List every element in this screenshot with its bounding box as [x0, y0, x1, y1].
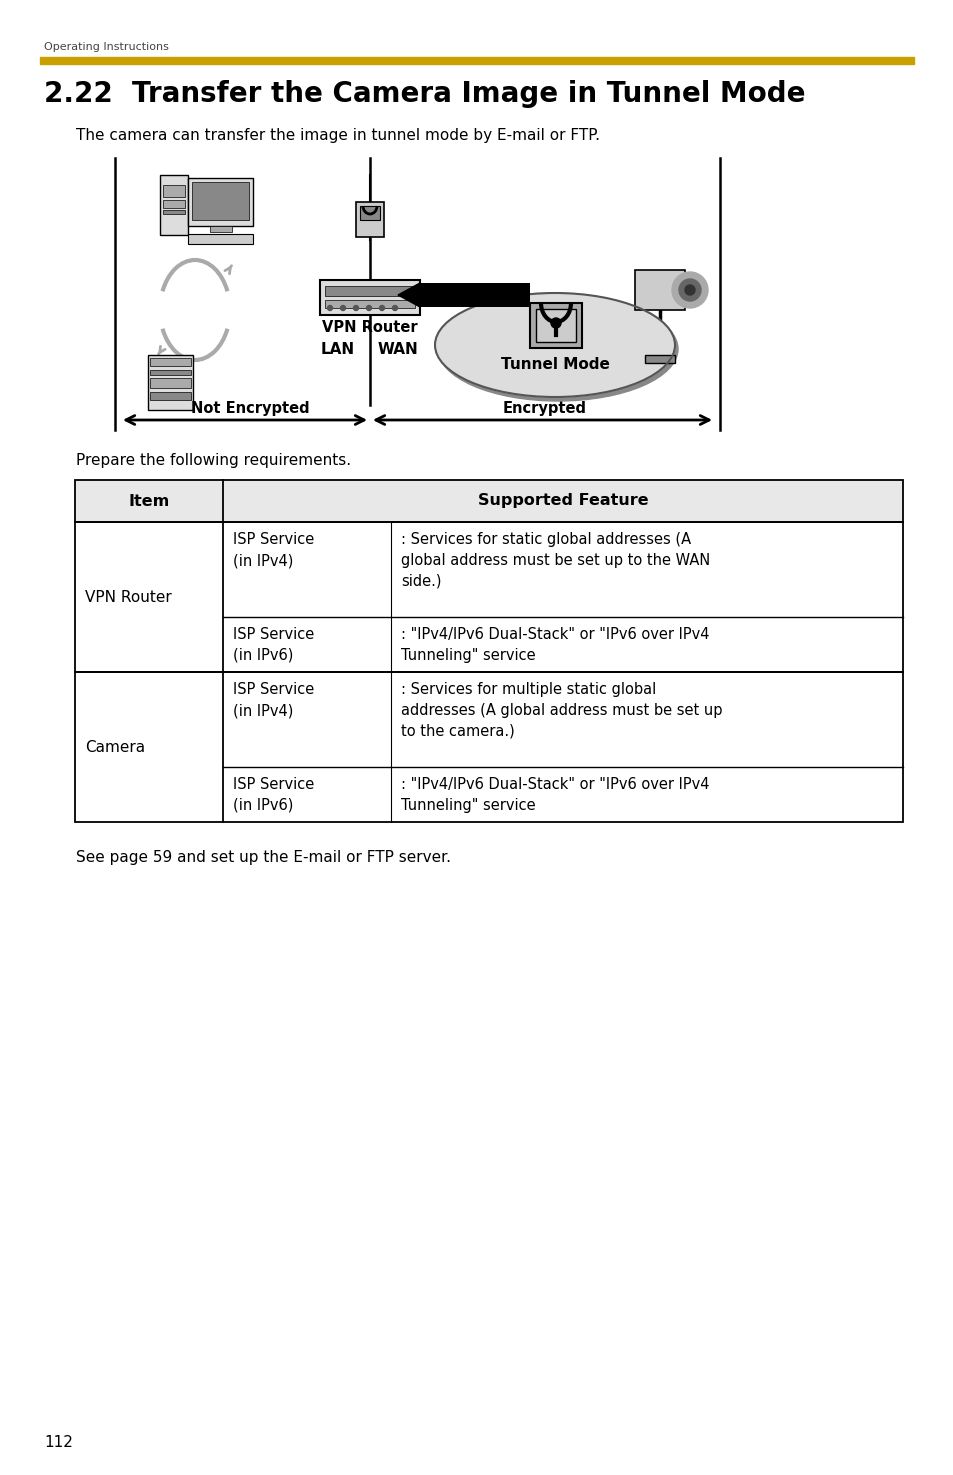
Bar: [188, 235, 253, 243]
Bar: [355, 202, 384, 237]
Bar: [644, 355, 675, 363]
Bar: [325, 286, 415, 296]
Text: 112: 112: [44, 1435, 72, 1450]
Text: Not Encrypted: Not Encrypted: [191, 401, 309, 416]
Bar: [530, 302, 581, 348]
Bar: [319, 280, 419, 316]
Circle shape: [679, 279, 700, 301]
Text: ISP Service
(in IPv6): ISP Service (in IPv6): [233, 627, 314, 662]
Bar: [163, 201, 185, 208]
Text: : "IPv4/IPv6 Dual-Stack" or "IPv6 over IPv4
Tunneling" service: : "IPv4/IPv6 Dual-Stack" or "IPv6 over I…: [400, 627, 709, 662]
Circle shape: [354, 305, 358, 311]
Bar: [75, 522, 902, 673]
Text: Operating Instructions: Operating Instructions: [44, 41, 169, 52]
Text: See page 59 and set up the E-mail or FTP server.: See page 59 and set up the E-mail or FTP…: [76, 850, 451, 864]
Bar: [150, 378, 191, 388]
Text: Tunnel Mode: Tunnel Mode: [500, 357, 609, 372]
Bar: [325, 299, 415, 308]
Text: Encrypted: Encrypted: [502, 401, 586, 416]
Bar: [160, 176, 188, 235]
Ellipse shape: [437, 296, 678, 401]
Circle shape: [671, 271, 707, 308]
Bar: [359, 207, 379, 220]
Bar: [75, 479, 902, 522]
Bar: [150, 370, 191, 375]
Text: 2.22  Transfer the Camera Image in Tunnel Mode: 2.22 Transfer the Camera Image in Tunnel…: [44, 80, 804, 108]
Text: WAN: WAN: [377, 342, 418, 357]
Bar: [419, 283, 530, 307]
Text: ISP Service
(in IPv6): ISP Service (in IPv6): [233, 777, 314, 813]
Bar: [75, 673, 902, 822]
Circle shape: [327, 305, 333, 311]
Circle shape: [366, 305, 371, 311]
Bar: [210, 226, 232, 232]
Bar: [163, 184, 185, 198]
Bar: [635, 270, 684, 310]
Ellipse shape: [435, 294, 675, 397]
Text: Item: Item: [129, 494, 170, 509]
Text: VPN Router: VPN Router: [322, 320, 417, 335]
Circle shape: [379, 305, 384, 311]
Bar: [150, 392, 191, 400]
Text: : Services for static global addresses (A
global address must be set up to the W: : Services for static global addresses (…: [400, 532, 709, 589]
Bar: [148, 355, 193, 410]
Circle shape: [551, 319, 560, 327]
Text: The camera can transfer the image in tunnel mode by E-mail or FTP.: The camera can transfer the image in tun…: [76, 128, 599, 143]
Bar: [150, 358, 191, 366]
Polygon shape: [397, 283, 419, 307]
Circle shape: [340, 305, 345, 311]
Circle shape: [392, 305, 397, 311]
Bar: [40, 58, 913, 63]
Text: ISP Service
(in IPv4): ISP Service (in IPv4): [233, 532, 314, 568]
Bar: [536, 308, 576, 342]
Circle shape: [684, 285, 695, 295]
Text: : Services for multiple static global
addresses (A global address must be set up: : Services for multiple static global ad…: [400, 681, 721, 739]
Text: : "IPv4/IPv6 Dual-Stack" or "IPv6 over IPv4
Tunneling" service: : "IPv4/IPv6 Dual-Stack" or "IPv6 over I…: [400, 777, 709, 813]
Text: Supported Feature: Supported Feature: [477, 494, 648, 509]
Text: VPN Router: VPN Router: [85, 590, 172, 605]
Bar: [188, 178, 253, 226]
Text: Camera: Camera: [85, 739, 145, 755]
Text: ISP Service
(in IPv4): ISP Service (in IPv4): [233, 681, 314, 718]
Bar: [163, 209, 185, 214]
Text: Prepare the following requirements.: Prepare the following requirements.: [76, 453, 351, 468]
Bar: [192, 181, 249, 220]
Text: LAN: LAN: [320, 342, 355, 357]
